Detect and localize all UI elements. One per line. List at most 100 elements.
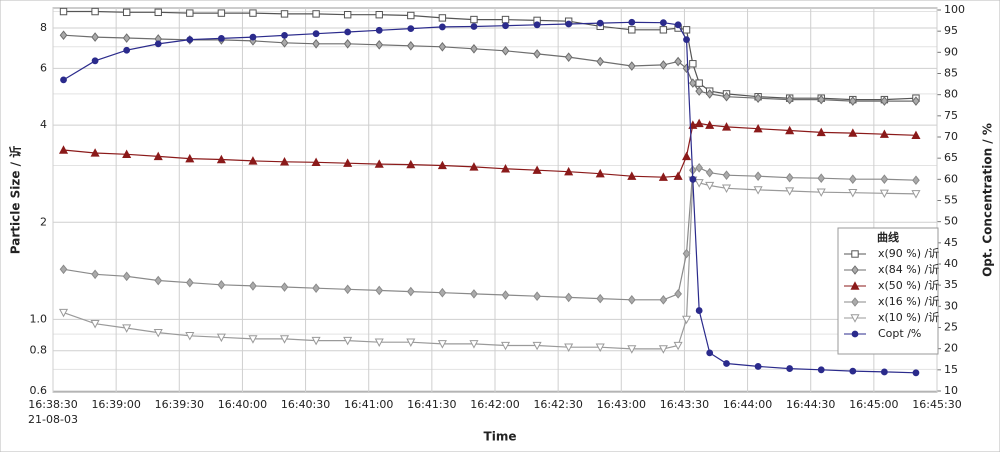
marker	[695, 163, 704, 173]
series-line	[63, 21, 917, 374]
marker	[848, 96, 857, 106]
marker	[438, 287, 447, 298]
marker	[122, 149, 132, 158]
marker	[154, 40, 162, 48]
marker	[674, 289, 682, 299]
marker	[249, 281, 257, 291]
series-line	[63, 10, 917, 101]
legend-label: x(10 %) /䜣	[878, 311, 939, 324]
marker	[785, 187, 795, 196]
marker	[850, 281, 860, 290]
marker	[564, 166, 574, 176]
marker	[817, 173, 826, 183]
marker	[880, 174, 889, 185]
marker	[470, 43, 478, 54]
x-tick-label: 16:42:30	[533, 398, 582, 411]
marker	[216, 333, 226, 343]
x-tick-label: 16:44:00	[723, 398, 772, 411]
marker	[851, 250, 859, 258]
marker	[596, 293, 605, 304]
x-tick-label: 16:39:00	[91, 398, 140, 411]
marker	[470, 15, 478, 24]
y2-tick-label: 60	[944, 172, 958, 185]
marker	[122, 271, 131, 282]
marker	[705, 89, 714, 99]
marker	[280, 282, 289, 292]
marker	[502, 22, 509, 30]
marker	[851, 330, 859, 338]
marker	[694, 118, 704, 128]
marker	[695, 86, 704, 96]
y-tick-label: 0.6	[30, 384, 48, 397]
y2-tick-label: 15	[944, 363, 958, 376]
marker	[281, 32, 288, 39]
marker	[406, 338, 416, 347]
marker	[879, 129, 889, 138]
marker	[659, 60, 668, 70]
marker	[659, 295, 668, 305]
series-line	[63, 122, 917, 178]
x-tick-label: 16:43:00	[597, 398, 646, 411]
marker	[721, 184, 732, 194]
marker	[533, 49, 541, 59]
marker	[374, 159, 384, 168]
y2-axis-title: Opt. Concentration / %	[981, 123, 995, 277]
marker	[185, 277, 194, 288]
marker	[754, 363, 762, 370]
marker	[848, 174, 857, 185]
marker	[437, 160, 447, 170]
marker	[596, 56, 605, 67]
marker	[911, 130, 921, 140]
marker	[312, 38, 320, 49]
marker	[217, 280, 226, 290]
marker	[532, 341, 542, 351]
marker	[311, 336, 321, 346]
marker	[343, 10, 352, 19]
marker	[438, 23, 446, 31]
marker	[91, 57, 99, 65]
marker	[627, 345, 637, 354]
marker	[674, 21, 682, 29]
marker	[437, 340, 447, 349]
marker	[659, 26, 668, 34]
marker	[785, 94, 794, 105]
y2-tick-label: 35	[944, 278, 958, 291]
marker	[785, 125, 795, 135]
marker	[723, 360, 730, 367]
marker	[722, 91, 731, 102]
y2-tick-label: 100	[944, 3, 965, 16]
marker	[58, 145, 69, 154]
y2-tick-label: 65	[944, 151, 958, 164]
y2-tick-label: 85	[944, 67, 958, 80]
marker	[817, 366, 825, 374]
marker	[705, 181, 715, 191]
marker	[312, 283, 320, 293]
marker	[90, 319, 100, 329]
marker	[123, 46, 131, 54]
y-tick-label: 0.8	[30, 344, 48, 357]
marker	[848, 128, 858, 137]
marker	[564, 292, 573, 303]
x-date-label: 21-08-03	[28, 413, 78, 426]
marker	[343, 158, 353, 167]
marker	[249, 9, 257, 17]
marker	[153, 151, 163, 161]
marker	[880, 368, 888, 376]
marker	[754, 171, 762, 181]
y-tick-label: 4	[40, 118, 47, 131]
marker	[694, 179, 704, 188]
y2-tick-label: 80	[944, 88, 958, 101]
x-tick-label: 16:40:00	[218, 398, 267, 411]
marker	[564, 52, 573, 62]
marker	[217, 34, 225, 42]
marker	[851, 297, 859, 307]
marker	[705, 120, 715, 129]
marker	[705, 167, 714, 178]
marker	[816, 188, 826, 197]
marker	[851, 265, 859, 275]
marker	[532, 165, 542, 174]
series-line	[63, 167, 917, 301]
y2-tick-label: 30	[944, 299, 958, 312]
marker	[689, 78, 697, 88]
